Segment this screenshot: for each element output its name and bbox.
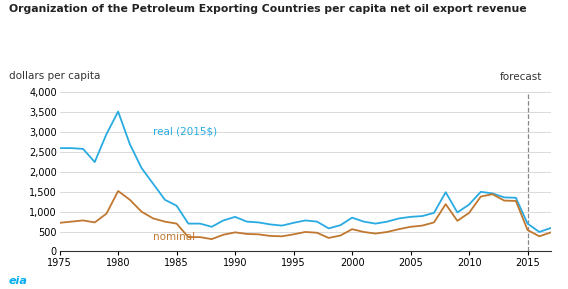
Text: Organization of the Petroleum Exporting Countries per capita net oil export reve: Organization of the Petroleum Exporting …: [9, 4, 526, 14]
Text: nominal: nominal: [153, 232, 195, 242]
Text: eia: eia: [9, 276, 27, 286]
Text: real (2015$): real (2015$): [153, 126, 218, 136]
Text: dollars per capita: dollars per capita: [9, 71, 100, 81]
Text: forecast: forecast: [500, 72, 542, 82]
